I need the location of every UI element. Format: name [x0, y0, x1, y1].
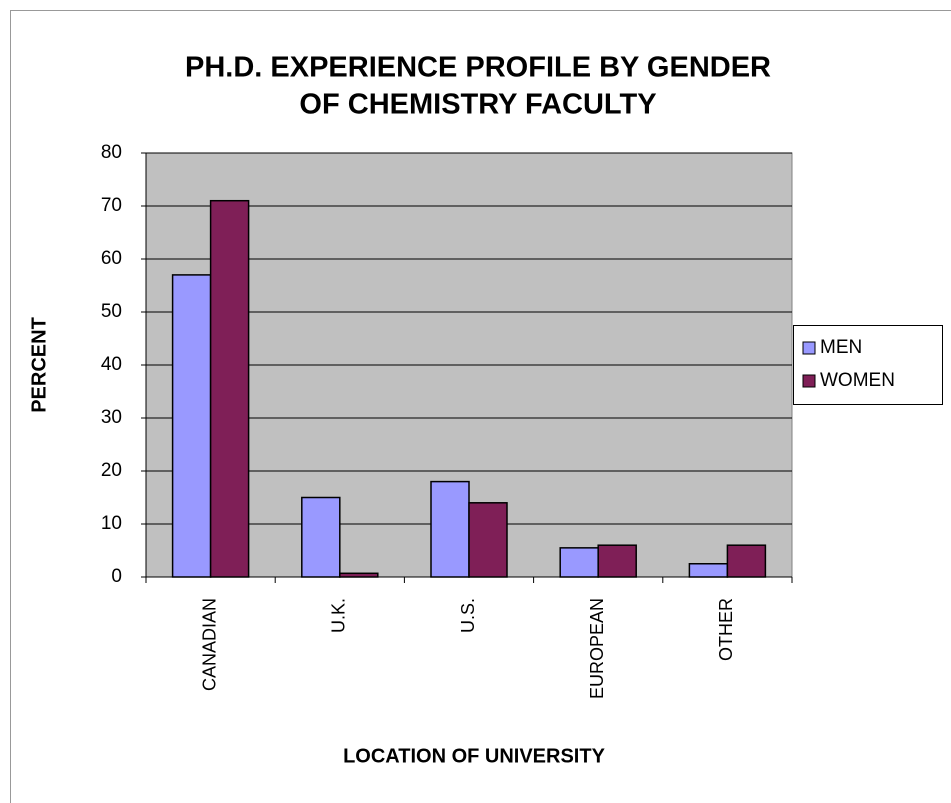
legend-swatch	[802, 341, 816, 355]
y-axis-title: PERCENT	[28, 317, 50, 413]
bar	[468, 502, 508, 578]
legend-label: WOMEN	[820, 370, 895, 391]
x-tick-label: OTHER	[716, 598, 736, 661]
bar	[301, 496, 341, 578]
bar	[688, 563, 729, 578]
bar	[559, 547, 599, 578]
bar	[726, 544, 767, 578]
y-tick-label: 20	[101, 460, 122, 481]
y-tick-label: 40	[101, 354, 122, 375]
y-tick-label: 0	[111, 566, 122, 587]
x-tick-label: CANADIAN	[199, 598, 219, 691]
x-axis-title: LOCATION OF UNIVERSITY	[343, 745, 606, 767]
y-tick-label: 70	[101, 195, 122, 216]
legend-swatch	[802, 374, 816, 388]
bar	[171, 274, 212, 578]
x-tick-label: U.S.	[458, 598, 478, 633]
y-tick-label: 80	[101, 142, 122, 163]
y-tick-label: 50	[101, 301, 122, 322]
bar	[430, 480, 470, 578]
bar	[209, 199, 250, 578]
x-tick-label: U.K.	[329, 598, 349, 633]
chart-title: PH.D. EXPERIENCE PROFILE BY GENDER	[185, 52, 771, 84]
y-tick-label: 30	[101, 407, 122, 428]
y-tick-label: 60	[101, 248, 122, 269]
y-tick-label: 10	[101, 513, 122, 534]
bar	[339, 572, 379, 578]
legend-label: MEN	[820, 337, 862, 358]
bar	[597, 544, 637, 578]
x-tick-label: EUROPEAN	[587, 598, 607, 699]
chart-title: OF CHEMISTRY FACULTY	[299, 89, 656, 121]
legend-box	[793, 325, 943, 405]
